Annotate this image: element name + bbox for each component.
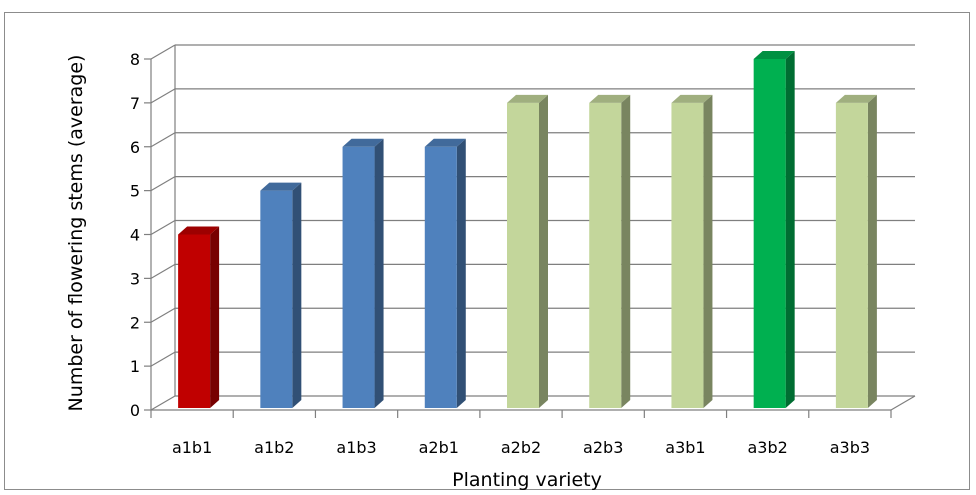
gridline-depth: [151, 221, 175, 235]
bar-front: [754, 59, 786, 408]
bar-front: [589, 103, 621, 408]
bar-front: [671, 103, 703, 408]
gridline-depth: [151, 89, 175, 103]
gridline-depth: [151, 177, 175, 191]
y-tick-label: 2: [130, 313, 140, 332]
bar-a1b3: [343, 139, 384, 408]
bar-a1b1: [178, 227, 219, 409]
y-tick-label: 5: [130, 182, 140, 201]
bar-front: [343, 147, 375, 408]
bar-side: [868, 95, 877, 408]
gridline-depth: [151, 396, 175, 410]
bar-side: [210, 227, 219, 409]
bar-front: [178, 235, 210, 409]
gridline-depth: [151, 352, 175, 366]
x-axis-title: Planting variety: [452, 469, 602, 491]
bar-side: [457, 139, 466, 408]
bar-front: [507, 103, 539, 408]
y-tick-label: 1: [130, 357, 140, 376]
gridline-depth: [151, 308, 175, 322]
x-tick-label: a2b1: [419, 438, 459, 457]
bar-a3b3: [836, 95, 877, 408]
x-tick-label: a1b1: [172, 438, 212, 457]
y-tick-label: 8: [130, 50, 140, 69]
x-tick-label: a2b3: [583, 438, 623, 457]
bar-side: [786, 51, 795, 408]
bar-a3b1: [671, 95, 712, 408]
bar-a2b3: [589, 95, 630, 408]
x-tick-label: a3b2: [748, 438, 788, 457]
y-tick-label: 7: [130, 94, 140, 113]
gridline-depth: [151, 133, 175, 147]
x-tick-label: a3b3: [830, 438, 870, 457]
bar-front: [836, 103, 868, 408]
y-axis-title: Number of flowering stems (average): [65, 55, 87, 412]
y-tick-label: 3: [130, 269, 140, 288]
gridline-depth: [151, 45, 175, 59]
bar-side: [621, 95, 630, 408]
bar-a1b2: [260, 183, 301, 408]
y-tick-label: 6: [130, 138, 140, 157]
bar-front: [425, 147, 457, 408]
y-tick-labels: 0 1 2 3 4 5 6 7 8: [130, 50, 140, 420]
bar-side: [375, 139, 384, 408]
y-tick-label: 4: [130, 226, 140, 245]
x-tick-label: a1b2: [254, 438, 294, 457]
x-tick-label: a1b3: [336, 438, 376, 457]
y-tick-label: 0: [130, 401, 140, 420]
x-tick-label: a2b2: [501, 438, 541, 457]
bars: [178, 51, 877, 408]
bar-a2b1: [425, 139, 466, 408]
x-tick-labels: a1b1 a1b2 a1b3 a2b1 a2b2 a2b3 a3b1 a3b2 a3b3: [172, 438, 870, 457]
bar-a3b2: [754, 51, 795, 408]
bar-side: [703, 95, 712, 408]
bar-side: [292, 183, 301, 408]
bar-a2b2: [507, 95, 548, 408]
gridline-depth: [151, 264, 175, 278]
bar-side: [539, 95, 548, 408]
x-tick-label: a3b1: [665, 438, 705, 457]
bar-front: [260, 191, 292, 408]
floor-edge: [891, 396, 915, 410]
